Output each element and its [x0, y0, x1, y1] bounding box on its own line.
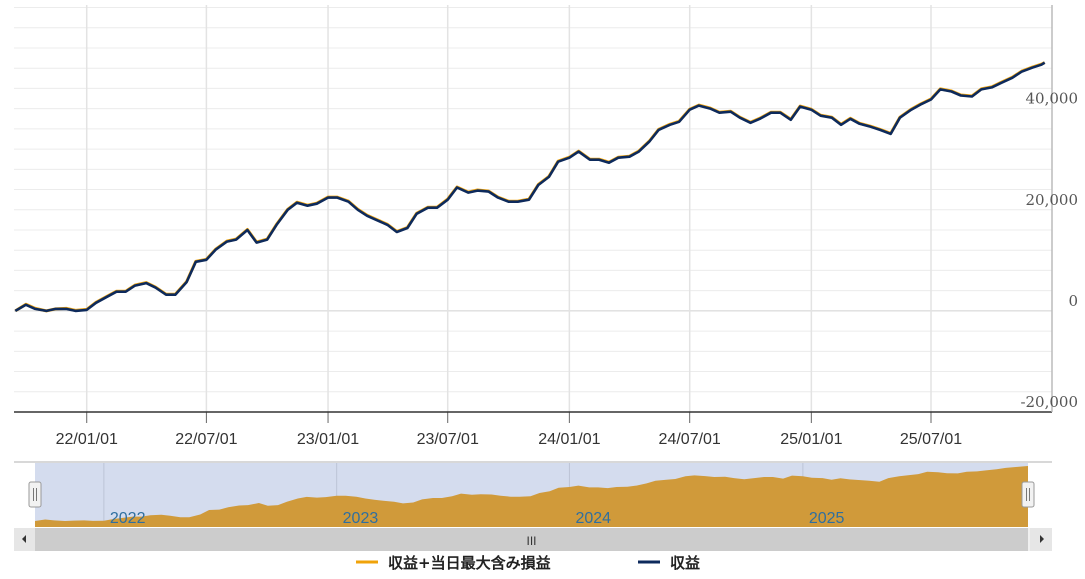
legend-label-profit-plus-unrealized[interactable]: 収益+当日最大含み損益 [388, 554, 551, 572]
handle-body [1021, 481, 1035, 508]
handle-body [28, 481, 42, 508]
legend-label-profit[interactable]: 収益 [670, 554, 700, 572]
navigator-year-label: 2023 [343, 510, 379, 527]
y-tick-label: 0 [1068, 292, 1078, 310]
navigator-handle-right[interactable] [1021, 481, 1035, 508]
navigator-area [35, 466, 1028, 527]
y-tick-label: -20,000 [1020, 393, 1078, 411]
series-line-1 [14, 61, 1046, 313]
navigator-year-label: 2024 [575, 510, 611, 527]
arrow-right-icon [1040, 535, 1044, 543]
x-tick-label: 23/07/01 [417, 431, 479, 448]
navigator-year-label: 2022 [110, 510, 146, 527]
scrollbar-grip-icon: III [526, 534, 536, 548]
x-tick-label: 22/07/01 [175, 431, 237, 448]
x-tick-label: 22/01/01 [56, 431, 118, 448]
x-tick-label: 25/07/01 [900, 431, 962, 448]
x-tick-label: 25/01/01 [780, 431, 842, 448]
x-tick-label: 24/07/01 [659, 431, 721, 448]
y-tick-label: 40,000 [1026, 90, 1079, 108]
navigator[interactable]: 2022 2023 2024 2025 [14, 461, 1052, 527]
scrollbar[interactable]: III [14, 528, 1052, 551]
scrollbar-thumb[interactable] [35, 528, 1028, 551]
grid [14, 5, 1052, 413]
x-tick-label: 23/01/01 [297, 431, 359, 448]
x-tick-label: 24/01/01 [538, 431, 600, 448]
y-tick-label: 20,000 [1026, 191, 1079, 209]
series-line-0 [14, 61, 1046, 313]
axes: 22/01/01 22/07/01 23/01/01 23/07/01 24/01/01… [14, 5, 1078, 448]
series-group [14, 61, 1046, 313]
legend: 収益+当日最大含み損益 収益 [356, 554, 700, 572]
navigator-handle-left[interactable] [28, 481, 42, 508]
navigator-year-label: 2025 [809, 510, 845, 527]
arrow-left-icon [22, 535, 26, 543]
